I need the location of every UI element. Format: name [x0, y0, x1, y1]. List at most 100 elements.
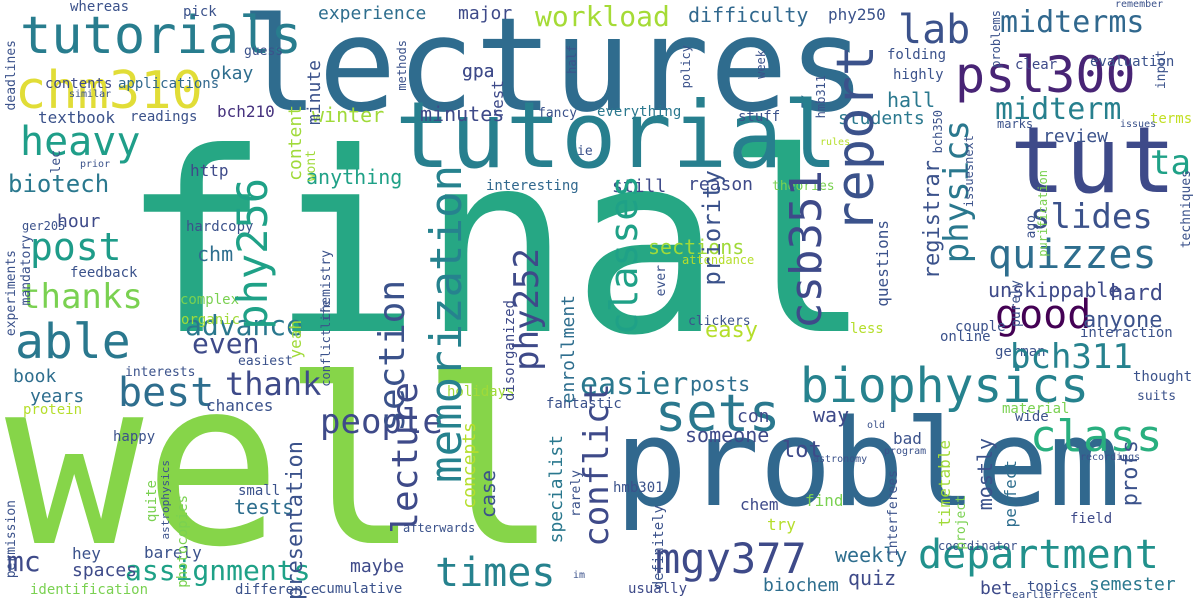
- cloud-word: ta: [1150, 143, 1191, 183]
- cloud-word: fancy: [538, 106, 578, 121]
- cloud-word: minute: [304, 60, 325, 126]
- cloud-word: astrophysics: [159, 460, 172, 540]
- cloud-word: input: [1154, 50, 1169, 90]
- cloud-word: posts: [690, 372, 751, 396]
- cloud-word: experience: [318, 3, 427, 24]
- cloud-word: similar: [69, 89, 112, 100]
- cloud-word: thank: [225, 365, 322, 403]
- cloud-word: http: [190, 161, 229, 180]
- cloud-word: phy250: [828, 5, 886, 24]
- cloud-word: program: [884, 446, 927, 457]
- cloud-word: gpa: [462, 61, 495, 82]
- cloud-word: even: [192, 327, 260, 360]
- cloud-word: quiz: [848, 566, 897, 590]
- cloud-word: recordings: [1080, 452, 1141, 463]
- cloud-word: german: [995, 344, 1046, 360]
- cloud-word: unskippable: [988, 278, 1121, 302]
- cloud-word: bad: [893, 429, 922, 448]
- cloud-word: book: [13, 366, 57, 387]
- cloud-word: weekly: [835, 543, 908, 567]
- cloud-word: tutorials: [20, 6, 302, 66]
- cloud-word: difference: [235, 582, 320, 598]
- cloud-word: people: [320, 402, 443, 442]
- cloud-word: registrar: [920, 160, 945, 280]
- cloud-word: thought: [1133, 369, 1193, 385]
- cloud-word: rules: [820, 137, 851, 148]
- cloud-word: find: [805, 491, 844, 510]
- cloud-word: reason: [688, 174, 754, 195]
- cloud-word: review: [1043, 126, 1109, 147]
- cloud-word: final: [120, 99, 873, 390]
- cloud-word: chm: [197, 242, 234, 266]
- cloud-word: bch311: [1010, 337, 1133, 377]
- cloud-word: hall: [887, 88, 936, 112]
- cloud-word: less: [850, 321, 884, 337]
- cloud-word: presentation: [283, 441, 308, 600]
- cloud-word: methods: [395, 40, 409, 91]
- cloud-word: prior: [80, 159, 111, 170]
- cloud-word: deadlines: [4, 40, 19, 111]
- cloud-word: complex: [180, 292, 240, 308]
- cloud-word: purely: [1009, 280, 1024, 327]
- cloud-word: interaction: [1080, 325, 1173, 341]
- cloud-word: techniques: [1179, 170, 1194, 249]
- cloud-word: heavy: [20, 119, 141, 165]
- cloud-word: csb351: [781, 170, 832, 329]
- cloud-word: good: [995, 292, 1092, 338]
- cloud-word: priority: [698, 170, 726, 286]
- cloud-word: ger205: [22, 219, 66, 233]
- cloud-word: experiments: [4, 250, 19, 337]
- cloud-word: holidays: [447, 384, 515, 400]
- cloud-word: winter: [312, 103, 385, 127]
- cloud-word: easy: [705, 318, 758, 343]
- cloud-word: topics: [1027, 579, 1078, 595]
- cloud-word: identification: [30, 582, 149, 598]
- cloud-word: hardcopy: [186, 219, 254, 235]
- cloud-word: barely: [144, 543, 202, 562]
- cloud-word: gpa: [462, 61, 495, 82]
- cloud-word: hmb301: [613, 480, 664, 496]
- cloud-word: field: [1070, 511, 1113, 527]
- cloud-word: interesting: [486, 178, 579, 194]
- cloud-word: usually: [628, 581, 688, 597]
- cloud-word: well: [5, 331, 559, 598]
- cloud-word: permission: [4, 500, 19, 579]
- cloud-word: quizzes: [988, 232, 1157, 278]
- cloud-word: workload: [535, 0, 670, 33]
- cloud-word: issues: [1120, 119, 1157, 130]
- cloud-word: problems: [989, 10, 1003, 68]
- cloud-word: sets: [655, 384, 781, 444]
- cloud-word: couple: [955, 319, 1006, 335]
- cloud-word: chemistry: [319, 250, 334, 321]
- cloud-word: remember: [1115, 0, 1164, 10]
- cloud-word: guess: [244, 44, 284, 59]
- cloud-word: quite: [144, 480, 160, 523]
- cloud-word: wont: [304, 150, 319, 182]
- cloud-word: years: [30, 386, 85, 407]
- cloud-word: timetable: [935, 440, 954, 527]
- cloud-word: still: [612, 176, 667, 197]
- cloud-word: case: [476, 470, 500, 519]
- cloud-word: perfect: [1001, 460, 1020, 528]
- cloud-word: protein: [23, 402, 83, 418]
- cloud-word: psl300: [955, 46, 1136, 104]
- cloud-word: mandatory: [19, 235, 34, 306]
- cloud-word: rarely: [569, 470, 584, 517]
- cloud-word: tutorial: [395, 82, 839, 189]
- cloud-word: lectures: [240, 0, 867, 141]
- cloud-word: easiest: [238, 354, 293, 369]
- cloud-word: attendance: [682, 253, 755, 267]
- cloud-word: bch210: [217, 102, 275, 121]
- cloud-word: conflict: [577, 383, 617, 547]
- cloud-word: half: [565, 45, 579, 74]
- cloud-word: material: [1002, 401, 1070, 417]
- cloud-word: earlierrecent: [1012, 588, 1099, 600]
- cloud-word: lec: [49, 150, 64, 174]
- cloud-word: interferees: [886, 470, 901, 557]
- cloud-word: mgy377: [655, 534, 807, 583]
- cloud-word: chances: [206, 396, 274, 415]
- cloud-word: okay: [210, 63, 254, 84]
- cloud-word: tests: [234, 495, 295, 519]
- cloud-word: pick: [183, 4, 217, 20]
